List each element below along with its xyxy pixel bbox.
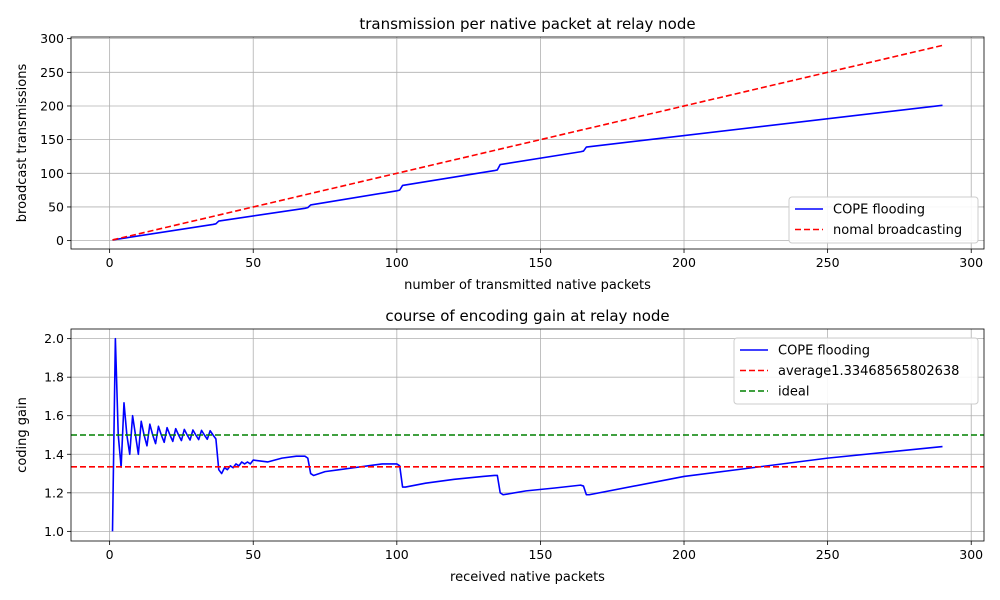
x-tick-label: 0: [106, 255, 114, 270]
series-line: [112, 104, 943, 241]
chart-bottom-coding-gain: 0 50 100 150 200 250 300 1.0 1.2 1.4 1.6 1.8 2.0 cour…: [15, 307, 985, 585]
legend-label: COPE flooding: [833, 203, 925, 218]
x-tick-label: 200: [672, 255, 696, 270]
x-tick-label: 250: [816, 547, 840, 562]
y-tick-label: 1.4: [44, 447, 64, 462]
x-axis-label: number of transmitted native packets: [404, 278, 651, 293]
plot-frame: [70, 36, 985, 250]
legend-label: nomal broadcasting: [833, 223, 962, 238]
x-tick-label: 100: [385, 255, 409, 270]
legend-label: average1.33468565802638: [778, 364, 959, 379]
chart-title: course of encoding gain at relay node: [385, 307, 669, 325]
series-line: [112, 44, 943, 241]
y-axis-label: broadcast transmissions: [15, 64, 30, 223]
x-tick-label: 250: [816, 255, 840, 270]
legend-box: [733, 337, 979, 405]
legend-label: ideal: [778, 385, 809, 400]
y-tick-label: 100: [40, 166, 64, 181]
x-tick-label: 100: [385, 547, 409, 562]
x-tick-label: 300: [959, 255, 983, 270]
y-tick-label: 1.2: [44, 485, 64, 500]
x-axis-label: received native packets: [450, 570, 605, 585]
chart-title: transmission per native packet at relay …: [359, 15, 695, 33]
y-axis-label: coding gain: [15, 397, 30, 473]
x-tick-label: 50: [245, 547, 261, 562]
y-tick-label: 0: [56, 233, 64, 248]
x-tick-label: 150: [528, 255, 552, 270]
plot-frame: [70, 328, 985, 542]
y-tick-label: 2.0: [44, 331, 64, 346]
x-tick-label: 50: [245, 255, 261, 270]
y-tick-label: 50: [48, 199, 64, 214]
x-tick-label: 300: [959, 547, 983, 562]
y-tick-label: 250: [40, 65, 64, 80]
legend-box: [788, 196, 979, 244]
y-tick-label: 150: [40, 132, 64, 147]
y-tick-label: 300: [40, 31, 64, 46]
x-tick-label: 0: [106, 547, 114, 562]
series-line: [111, 337, 943, 532]
x-tick-label: 150: [528, 547, 552, 562]
y-tick-label: 1.8: [44, 370, 64, 385]
legend-label: COPE flooding: [778, 344, 870, 359]
y-tick-label: 1.0: [44, 524, 64, 539]
x-tick-label: 200: [672, 547, 696, 562]
y-tick-label: 1.6: [44, 408, 64, 423]
y-tick-label: 200: [40, 98, 64, 113]
chart-top-transmissions: 0 50 100 150 200 250 300 0 50 100 150 200 250 300 tran…: [15, 15, 985, 293]
